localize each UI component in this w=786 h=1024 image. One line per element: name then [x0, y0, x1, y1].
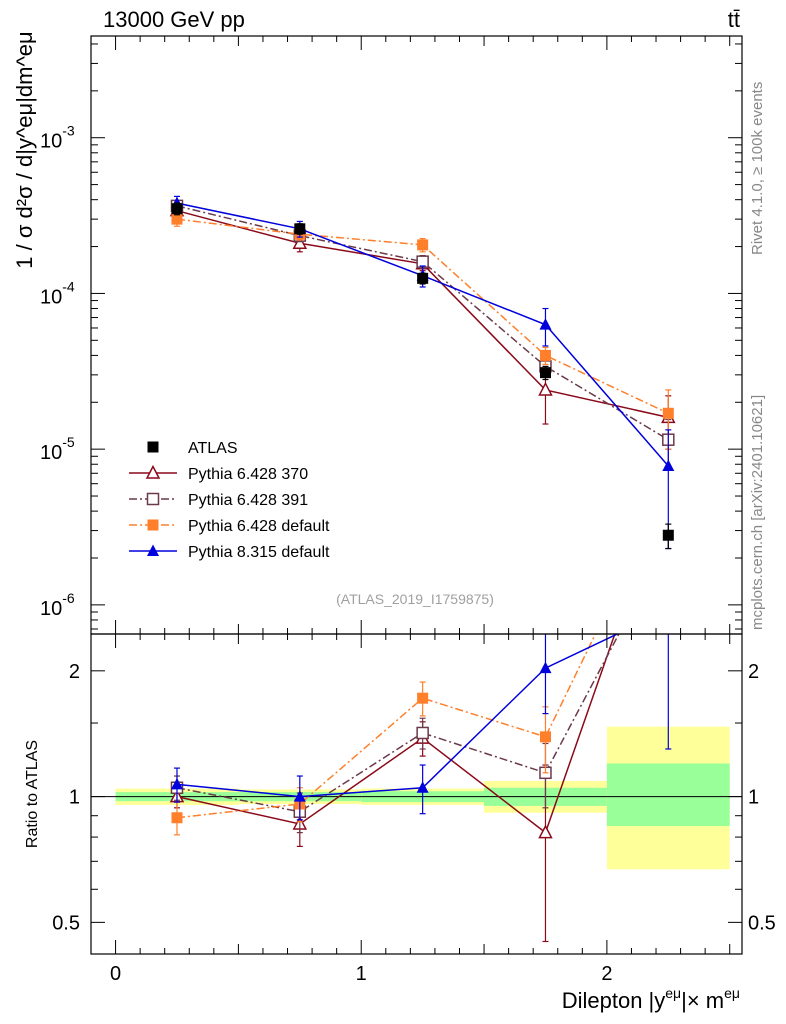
legend-marker: [147, 441, 159, 453]
legend-marker: [146, 492, 160, 506]
main-panel: 10-6 10-5 10-4 10-3 (ATLAS_2019_I1759875) A…: [40, 35, 743, 635]
ratio-panel-frame: [90, 633, 743, 955]
legend-entry-p6_def: Pythia 6.428 default: [129, 518, 330, 535]
legend: ATLAS Pythia 6.428 370 Pythia 6.428 391 Pyt…: [129, 440, 330, 561]
ratio-point-p8_def: [170, 777, 183, 790]
data-point-p6_def: [417, 239, 429, 251]
data-point-atlas: [294, 223, 306, 235]
data-point-atlas: [417, 272, 429, 284]
data-point-p6_def: [539, 349, 551, 361]
ratio-point-p6_def: [171, 812, 183, 824]
data-point-p6_def: [171, 213, 183, 225]
data-point-p8_def: [539, 318, 552, 330]
process-label: tt̄: [728, 7, 740, 32]
y-tick-label: 10-3: [40, 123, 75, 153]
ratio-tick-label-left: 2: [69, 661, 80, 683]
legend-label: Pythia 6.428 default: [188, 518, 330, 535]
ratio-point-p8_def: [416, 781, 429, 793]
ratio-point-p6_def: [417, 692, 429, 704]
ratio-tick-label-right: 0.5: [748, 912, 776, 934]
ratio-tick-label-left: 0.5: [52, 912, 80, 934]
ratio-point-p8_def: [293, 790, 306, 802]
ratio-point-p6_391: [416, 726, 429, 740]
legend-entry-p6_391: Pythia 6.428 391: [129, 492, 308, 509]
legend-entry-p6_370: Pythia 6.428 370: [129, 464, 308, 483]
ratio-point-p6_370: [538, 824, 553, 839]
source-label: mcplots.cern.ch [arXiv:2401.10621]: [749, 395, 766, 630]
analysis-label: (ATLAS_2019_I1759875): [336, 591, 494, 607]
ratio-point-p8_def: [539, 661, 552, 674]
y-tick-label: 10-4: [40, 278, 75, 308]
data-point-atlas: [171, 203, 183, 215]
data-point-p6_370: [538, 381, 553, 396]
legend-label: Pythia 6.428 370: [188, 466, 308, 483]
data-point-atlas: [539, 367, 551, 379]
x-tick-label: 2: [601, 963, 612, 985]
ratio-tick-label-right: 1: [748, 787, 759, 809]
ratio-band-inner: [606, 763, 730, 827]
legend-entry-p8_def: Pythia 8.315 default: [129, 544, 330, 561]
ratio-y-axis-label: Ratio to ATLAS: [24, 740, 41, 848]
ratio-panel: 0.5 0.5 1 1 2 2 0 1 2: [52, 36, 776, 985]
ratio-line-p6_def: [176, 634, 597, 819]
main-y-axis-label: 1 / σ d²σ / d|y^eμ|dm^eμ: [12, 31, 37, 268]
energy-label: 13000 GeV pp: [103, 7, 245, 32]
ratio-point-p6_def: [539, 731, 551, 743]
y-tick-label: 10-5: [40, 434, 75, 464]
ratio-line-p6_391: [176, 634, 620, 813]
rivet-version-label: Rivet 4.1.0, ≥ 100k events: [749, 82, 766, 255]
legend-entry-atlas: ATLAS: [147, 440, 238, 457]
series-p6_def: [171, 212, 674, 450]
series-atlas: [171, 202, 674, 550]
legend-marker: [147, 544, 159, 556]
ratio-series-p8_def: [170, 634, 672, 821]
data-point-p8_def: [662, 459, 675, 471]
legend-label: Pythia 6.428 391: [188, 492, 308, 509]
ratio-tick-label-left: 1: [69, 787, 80, 809]
legend-marker: [147, 519, 159, 531]
x-tick-label: 1: [356, 963, 367, 985]
data-point-p6_def: [662, 407, 674, 419]
legend-label: ATLAS: [188, 440, 238, 457]
legend-label: Pythia 8.315 default: [188, 544, 330, 561]
x-tick-label: 0: [110, 963, 121, 985]
ratio-tick-label-right: 2: [748, 661, 759, 683]
y-tick-label: 10-6: [40, 590, 75, 620]
x-axis-label: Dilepton |yeμ|× meμ: [562, 985, 740, 1013]
legend-marker: [145, 464, 161, 479]
data-point-atlas: [662, 529, 674, 541]
data-point-p6_370: [292, 235, 308, 250]
